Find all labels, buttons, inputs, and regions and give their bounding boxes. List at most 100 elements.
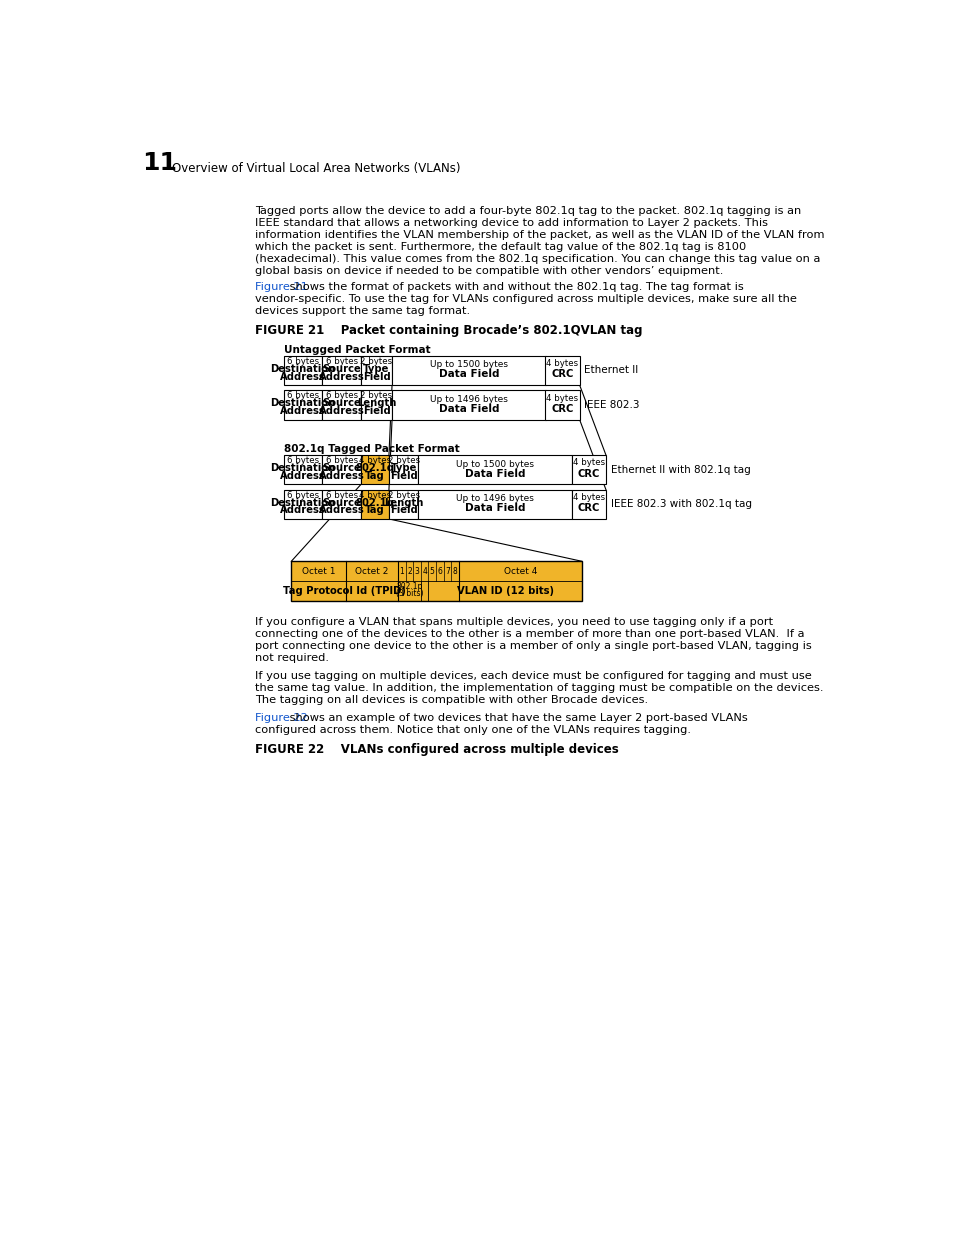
Text: 2: 2 (407, 567, 412, 576)
Text: 6: 6 (436, 567, 442, 576)
Text: configured across them. Notice that only one of the VLANs requires tagging.: configured across them. Notice that only… (254, 725, 690, 735)
Text: IEEE standard that allows a networking device to add information to Layer 2 pack: IEEE standard that allows a networking d… (254, 217, 767, 228)
Text: Up to 1496 bytes: Up to 1496 bytes (430, 395, 507, 404)
Bar (360, 390, 392, 420)
Bar (392, 356, 545, 385)
Text: Tag: Tag (365, 471, 384, 480)
Text: 4 bytes: 4 bytes (546, 359, 578, 368)
Text: Octet 2: Octet 2 (355, 567, 388, 576)
Text: (3 bits): (3 bits) (395, 589, 423, 598)
Text: 6 bytes: 6 bytes (287, 391, 318, 400)
Text: Octet 1: Octet 1 (301, 567, 335, 576)
Bar (571, 490, 605, 519)
Text: 2 bytes: 2 bytes (360, 391, 393, 400)
Text: Address: Address (318, 505, 364, 515)
Text: CRC: CRC (578, 468, 599, 478)
Text: 4 bytes: 4 bytes (572, 458, 604, 467)
Text: 4 bytes: 4 bytes (572, 493, 604, 501)
Bar (545, 356, 579, 385)
Text: Address: Address (318, 372, 364, 382)
Bar (283, 390, 322, 420)
Text: 4: 4 (422, 567, 427, 576)
Text: Figure 22: Figure 22 (254, 713, 307, 722)
Text: Tag: Tag (365, 505, 384, 515)
Text: Destination: Destination (270, 364, 335, 374)
Text: Source: Source (322, 498, 360, 508)
Text: Address: Address (280, 471, 326, 480)
Text: shows an example of two devices that have the same Layer 2 port-based VLANs: shows an example of two devices that hav… (286, 713, 747, 722)
Text: 6 bytes: 6 bytes (325, 456, 357, 464)
Bar (283, 490, 322, 519)
Text: 6 bytes: 6 bytes (287, 456, 318, 464)
Text: Length: Length (384, 498, 423, 508)
Text: global basis on device if needed to be compatible with other vendors’ equipment.: global basis on device if needed to be c… (254, 266, 722, 275)
Text: connecting one of the devices to the other is a member of more than one port-bas: connecting one of the devices to the oth… (254, 629, 803, 638)
Text: 6 bytes: 6 bytes (325, 490, 357, 500)
Text: 2 bytes: 2 bytes (360, 357, 393, 366)
Text: If you configure a VLAN that spans multiple devices, you need to use tagging onl: If you configure a VLAN that spans multi… (254, 616, 772, 626)
Text: If you use tagging on multiple devices, each device must be configured for taggi: If you use tagging on multiple devices, … (254, 671, 811, 680)
Text: Data Field: Data Field (464, 468, 525, 478)
Text: Tagged ports allow the device to add a four-byte 802.1q tag to the packet. 802.1: Tagged ports allow the device to add a f… (254, 206, 801, 216)
Bar (392, 390, 545, 420)
Text: Source: Source (322, 364, 360, 374)
Bar (389, 490, 418, 519)
Text: Field: Field (362, 372, 390, 382)
Text: Destination: Destination (270, 463, 335, 473)
Text: Tag Protocol Id (TPID): Tag Protocol Id (TPID) (283, 587, 406, 597)
Text: The tagging on all devices is compatible with other Brocade devices.: The tagging on all devices is compatible… (254, 694, 647, 704)
Text: devices support the same tag format.: devices support the same tag format. (254, 306, 470, 316)
Text: FIGURE 21    Packet containing Brocade’s 802.1QVLAN tag: FIGURE 21 Packet containing Brocade’s 80… (254, 324, 641, 337)
Text: 802.1q Tagged Packet Format: 802.1q Tagged Packet Format (283, 445, 458, 454)
Bar (360, 490, 389, 519)
Text: Data Field: Data Field (464, 503, 525, 514)
Bar (322, 390, 360, 420)
Text: Up to 1500 bytes: Up to 1500 bytes (429, 361, 507, 369)
Text: 802.1p: 802.1p (396, 582, 422, 592)
Bar (360, 356, 392, 385)
Text: 6 bytes: 6 bytes (325, 391, 357, 400)
Text: shows the format of packets with and without the 802.1q tag. The tag format is: shows the format of packets with and wit… (286, 282, 742, 293)
Text: Figure 21: Figure 21 (254, 282, 308, 293)
Text: 11: 11 (142, 151, 177, 175)
Text: Up to 1500 bytes: Up to 1500 bytes (456, 459, 534, 469)
Text: Ethernet II with 802.1q tag: Ethernet II with 802.1q tag (610, 464, 750, 474)
Text: IEEE 802.3 with 802.1q tag: IEEE 802.3 with 802.1q tag (610, 499, 751, 509)
Bar (291, 561, 581, 601)
Text: 802.1q: 802.1q (355, 463, 395, 473)
Text: Source: Source (322, 399, 360, 409)
Text: 2 bytes: 2 bytes (387, 456, 419, 464)
Text: information identifies the VLAN membership of the packet, as well as the VLAN ID: information identifies the VLAN membersh… (254, 230, 823, 240)
Text: Type: Type (390, 463, 416, 473)
Text: 802.1q: 802.1q (355, 498, 395, 508)
Text: Field: Field (390, 505, 417, 515)
Text: 1: 1 (399, 567, 404, 576)
Text: Source: Source (322, 463, 360, 473)
Text: 7: 7 (444, 567, 449, 576)
Text: Field: Field (390, 471, 417, 480)
Text: 4 bytes: 4 bytes (546, 394, 578, 403)
Text: 6 bytes: 6 bytes (287, 490, 318, 500)
Bar (283, 454, 322, 484)
Text: Address: Address (318, 406, 364, 416)
Text: 5: 5 (430, 567, 435, 576)
Text: Overview of Virtual Local Area Networks (VLANs): Overview of Virtual Local Area Networks … (172, 162, 460, 175)
Text: Address: Address (280, 505, 326, 515)
Text: VLAN ID (12 bits): VLAN ID (12 bits) (456, 587, 553, 597)
Text: (hexadecimal). This value comes from the 802.1q specification. You can change th: (hexadecimal). This value comes from the… (254, 253, 820, 264)
Text: 2 bytes: 2 bytes (387, 490, 419, 500)
Text: port connecting one device to the other is a member of only a single port-based : port connecting one device to the other … (254, 641, 811, 651)
Bar (360, 454, 389, 484)
Text: 6 bytes: 6 bytes (287, 357, 318, 366)
Text: IEEE 802.3: IEEE 802.3 (583, 400, 639, 410)
Text: 4 bytes: 4 bytes (358, 490, 391, 500)
Text: Field: Field (362, 406, 390, 416)
Text: vendor-specific. To use the tag for VLANs configured across multiple devices, ma: vendor-specific. To use the tag for VLAN… (254, 294, 796, 304)
Text: Octet 4: Octet 4 (503, 567, 537, 576)
Text: Data Field: Data Field (438, 404, 498, 414)
Text: Data Field: Data Field (438, 369, 498, 379)
Text: Address: Address (318, 471, 364, 480)
Text: Address: Address (280, 372, 326, 382)
Text: Up to 1496 bytes: Up to 1496 bytes (456, 494, 534, 504)
Bar (418, 454, 571, 484)
